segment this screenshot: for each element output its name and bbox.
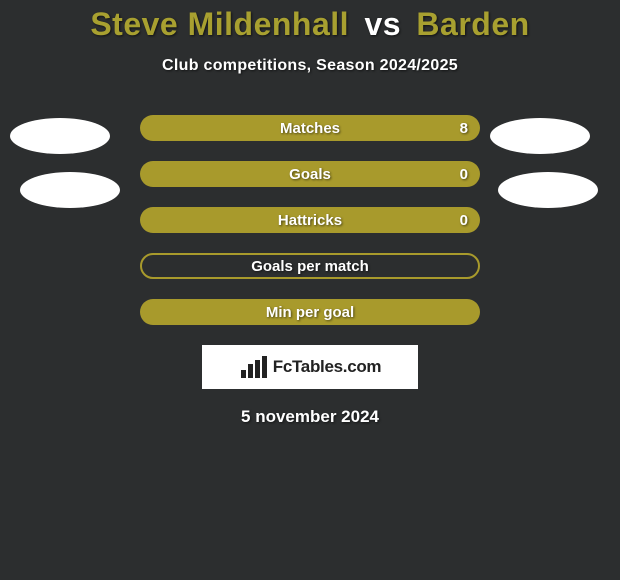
player1-avatar-placeholder <box>20 172 120 208</box>
logo-text: FcTables.com <box>273 357 382 377</box>
stat-row: Matches8 <box>140 115 480 141</box>
stat-value-right: 0 <box>460 212 468 229</box>
player1-name: Steve Mildenhall <box>90 6 349 42</box>
player2-name: Barden <box>416 6 529 42</box>
player2-avatar-placeholder <box>498 172 598 208</box>
stat-row: Hattricks0 <box>140 207 480 233</box>
fctables-bars-icon <box>239 354 269 380</box>
stat-row: Goals0 <box>140 161 480 187</box>
stat-value-right: 0 <box>460 166 468 183</box>
subtitle: Club competitions, Season 2024/2025 <box>0 57 620 75</box>
generated-date: 5 november 2024 <box>0 407 620 427</box>
stat-label: Min per goal <box>140 304 480 321</box>
comparison-title: Steve Mildenhall vs Barden <box>0 0 620 43</box>
stat-row: Min per goal <box>140 299 480 325</box>
stat-label: Goals per match <box>142 258 478 275</box>
stat-value-right: 8 <box>460 120 468 137</box>
player2-avatar-placeholder <box>490 118 590 154</box>
player1-avatar-placeholder <box>10 118 110 154</box>
stat-label: Hattricks <box>140 212 480 229</box>
vs-separator: vs <box>364 6 401 42</box>
logo-box: FcTables.com <box>202 345 418 389</box>
stat-label: Goals <box>140 166 480 183</box>
stat-label: Matches <box>140 120 480 137</box>
stat-row: Goals per match <box>140 253 480 279</box>
